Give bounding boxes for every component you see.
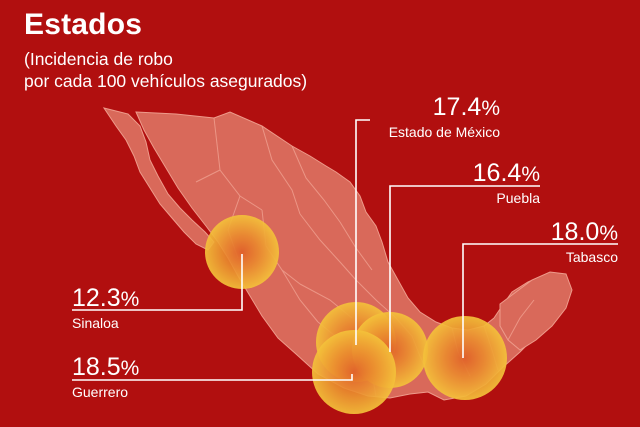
value-tabasco: 18.0 [550, 218, 600, 246]
unit-sinaloa: % [120, 288, 140, 311]
bubble-guerrero [312, 330, 396, 414]
leader-sinaloa [72, 254, 243, 311]
subtitle-line-2: por cada 100 vehículos asegurados) [24, 71, 308, 91]
unit-puebla: % [521, 163, 540, 186]
label-tabasco: 18.0% Tabasco [498, 219, 618, 265]
label-estado-de-mexico: 17.4% Estado de México [360, 94, 500, 140]
label-sinaloa: 12.3% Sinaloa [72, 285, 212, 331]
label-guerrero: 18.5% Guerrero [72, 354, 212, 400]
value-estado-de-mexico: 17.4 [432, 93, 482, 121]
unit-guerrero: % [120, 357, 140, 380]
value-sinaloa: 12.3 [72, 284, 121, 312]
yucatan-shape [499, 271, 573, 351]
bubble-sinaloa [205, 215, 279, 289]
name-tabasco: Tabasco [565, 249, 618, 265]
bubble-tabasco [423, 316, 507, 400]
name-sinaloa: Sinaloa [72, 315, 119, 331]
name-estado-de-mexico: Estado de México [388, 124, 500, 140]
page-subtitle: (Incidencia de robo por cada 100 vehícul… [24, 48, 384, 92]
leader-lines [72, 119, 618, 381]
value-puebla: 16.4 [472, 159, 522, 187]
name-puebla: Puebla [496, 190, 540, 206]
leader-estado-de-mexico [355, 119, 370, 345]
value-guerrero: 18.5 [72, 353, 121, 381]
subtitle-line-1: (Incidencia de robo [24, 49, 173, 69]
label-puebla: 16.4% Puebla [420, 160, 540, 206]
page-title: Estados [24, 8, 143, 41]
unit-tabasco: % [599, 222, 618, 245]
leader-tabasco [462, 243, 618, 358]
name-guerrero: Guerrero [72, 384, 129, 400]
leader-puebla [389, 185, 540, 352]
unit-estado-de-mexico: % [481, 97, 500, 120]
leader-guerrero [72, 374, 353, 381]
